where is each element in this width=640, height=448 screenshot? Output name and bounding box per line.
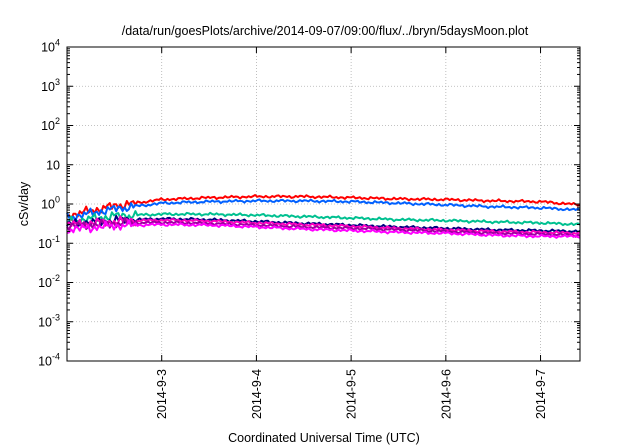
y-tick-label-base: 10 bbox=[38, 315, 52, 329]
x-tick-label: 2014-9-3 bbox=[155, 369, 169, 419]
y-tick-label: 10 bbox=[46, 158, 60, 172]
x-tick-label: 2014-9-6 bbox=[439, 369, 453, 419]
y-tick-label-exponent: 4 bbox=[55, 38, 60, 48]
y-tick-label: 103 bbox=[41, 77, 60, 94]
x-tick-label: 2014-9-7 bbox=[534, 369, 548, 419]
y-tick-label-exponent: 2 bbox=[55, 116, 60, 126]
y-tick-label-base: 10 bbox=[38, 276, 52, 290]
y-tick-label: 10-3 bbox=[38, 312, 60, 329]
tick-marks bbox=[67, 46, 580, 362]
y-axis-label: cSv/day bbox=[17, 181, 31, 226]
y-tick-label-base: 10 bbox=[41, 119, 55, 133]
x-tick-labels: 2014-9-3 2014-9-4 2014-9-5 2014-9-6 2014-9-7 bbox=[155, 369, 548, 419]
y-tick-label-base: 10 bbox=[38, 237, 52, 251]
series-line-2 bbox=[66, 198, 581, 222]
x-axis-label: Coordinated Universal Time (UTC) bbox=[228, 431, 420, 445]
y-tick-label-exponent: -2 bbox=[52, 273, 60, 283]
series-group bbox=[66, 194, 581, 239]
y-tick-label: 10-4 bbox=[38, 352, 60, 369]
series-line-7 bbox=[66, 219, 581, 239]
y-tick-label-exponent: -3 bbox=[52, 312, 60, 322]
series-line-6 bbox=[66, 217, 581, 238]
x-tick-label: 2014-9-4 bbox=[250, 369, 264, 419]
y-tick-label-base: 10 bbox=[41, 41, 55, 55]
series-line-1 bbox=[66, 194, 581, 221]
plot-frame bbox=[66, 46, 581, 362]
y-tick-label: 10-2 bbox=[38, 273, 60, 290]
chart-title: /data/run/goesPlots/archive/2014-09-07/0… bbox=[122, 24, 529, 38]
y-tick-label: 100 bbox=[41, 195, 60, 212]
y-tick-label-base: 10 bbox=[46, 158, 60, 172]
y-tick-label: 104 bbox=[41, 38, 60, 55]
y-tick-label-exponent: 3 bbox=[55, 77, 60, 87]
y-tick-label-base: 10 bbox=[41, 80, 55, 94]
x-tick-label: 2014-9-5 bbox=[345, 369, 359, 419]
series-line-3 bbox=[66, 210, 581, 227]
y-tick-label-base: 10 bbox=[38, 355, 52, 369]
y-tick-label: 102 bbox=[41, 116, 60, 133]
grid bbox=[67, 47, 580, 361]
y-tick-label-exponent: 0 bbox=[55, 195, 60, 205]
y-tick-label-base: 10 bbox=[41, 198, 55, 212]
y-tick-label-exponent: -1 bbox=[52, 234, 60, 244]
y-tick-label-exponent: -4 bbox=[52, 352, 60, 362]
y-tick-label: 10-1 bbox=[38, 234, 60, 251]
series-line-5 bbox=[66, 215, 581, 236]
